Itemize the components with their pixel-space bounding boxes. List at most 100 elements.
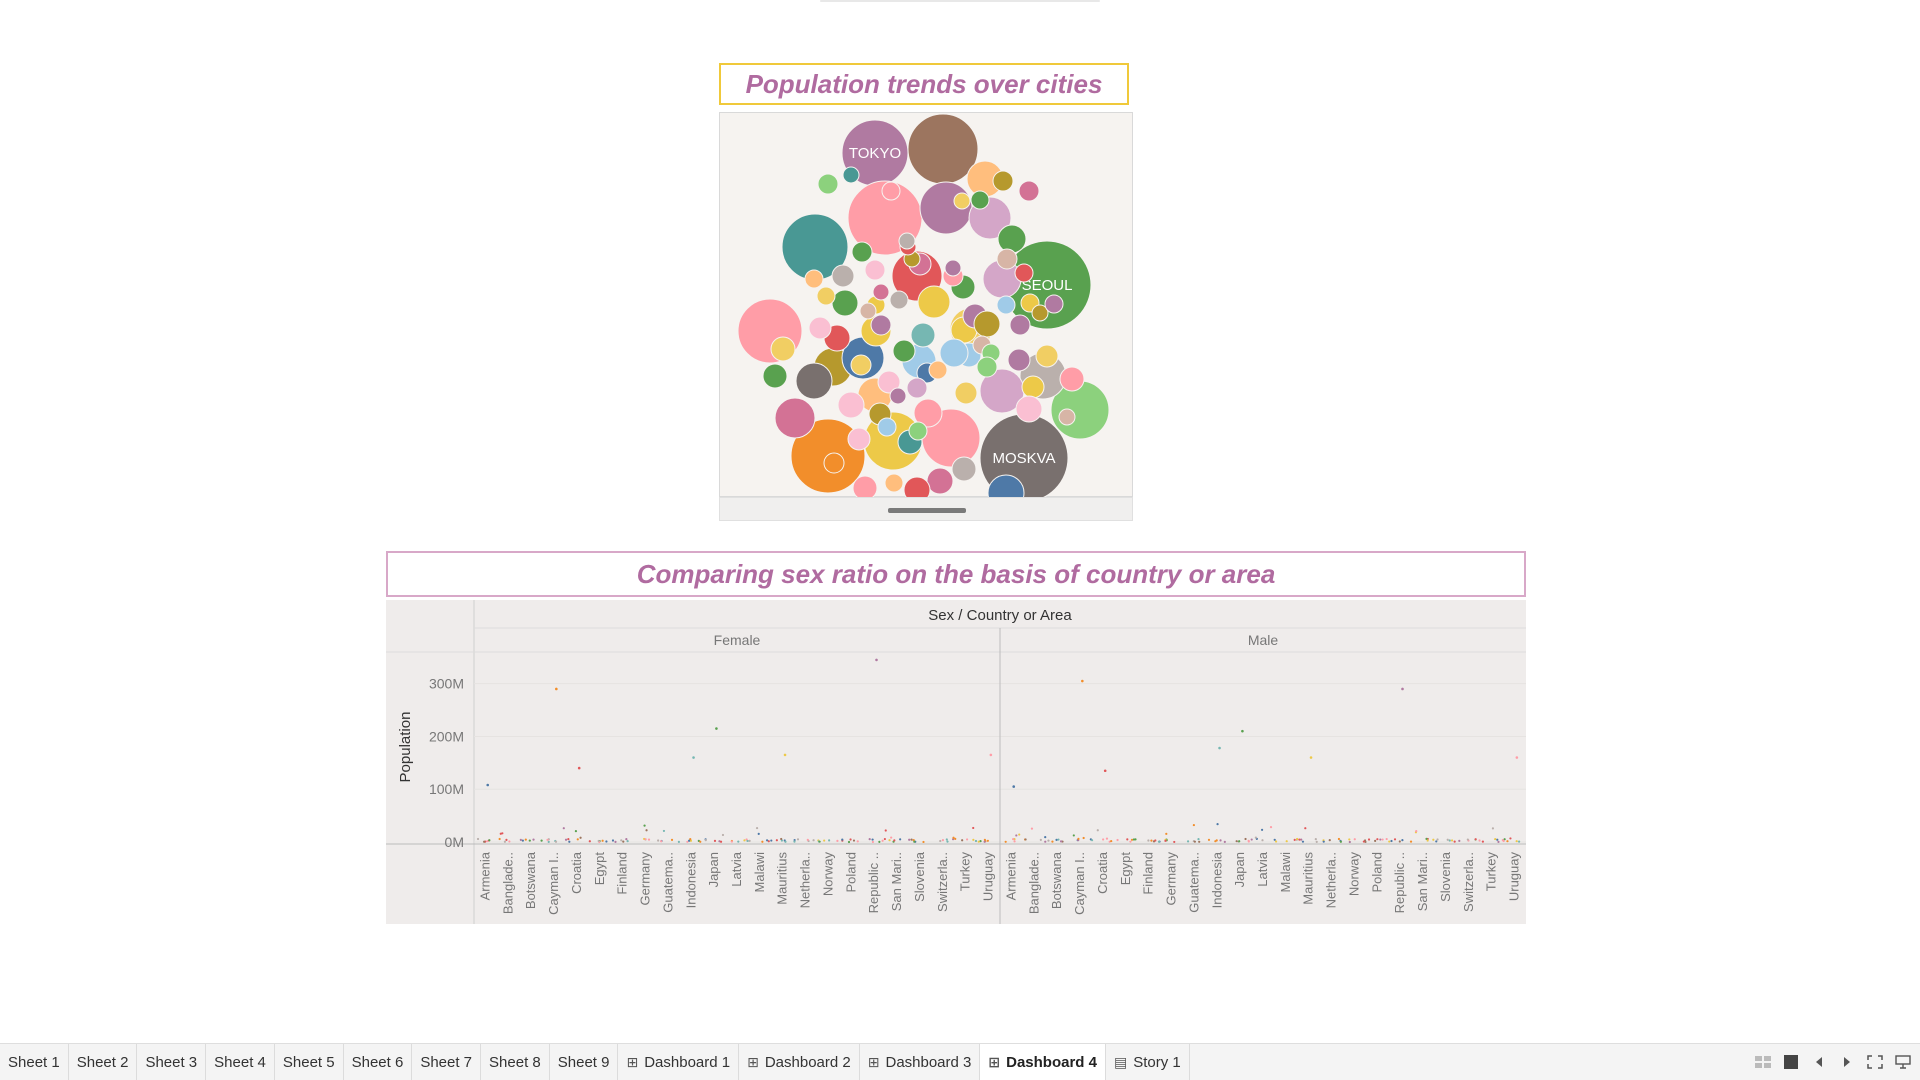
data-point[interactable]: [1044, 840, 1047, 843]
data-point[interactable]: [1503, 838, 1506, 841]
data-point[interactable]: [567, 838, 570, 841]
data-point[interactable]: [1432, 838, 1435, 841]
bubble[interactable]: [1058, 408, 1076, 426]
data-point[interactable]: [1481, 840, 1484, 843]
data-point[interactable]: [1077, 837, 1080, 841]
data-point[interactable]: [1398, 840, 1401, 843]
data-point[interactable]: [1198, 840, 1201, 843]
data-point[interactable]: [941, 839, 945, 842]
data-point[interactable]: [1515, 840, 1518, 843]
data-point[interactable]: [670, 838, 674, 841]
data-point[interactable]: [746, 839, 749, 843]
data-point[interactable]: [945, 838, 948, 841]
data-point[interactable]: [1072, 834, 1075, 837]
bubble[interactable]: [808, 316, 832, 340]
bubble[interactable]: [823, 452, 845, 474]
data-point-male[interactable]: [1218, 746, 1221, 750]
fullscreen-icon[interactable]: [1866, 1053, 1884, 1071]
data-point[interactable]: [908, 838, 911, 841]
bubble-chart-canvas[interactable]: TOKYO SEOUL MOSKVA: [720, 113, 1134, 498]
data-point[interactable]: [532, 838, 535, 841]
data-point[interactable]: [605, 840, 608, 843]
data-point[interactable]: [1494, 837, 1497, 841]
bubble[interactable]: [944, 259, 962, 277]
data-point-male[interactable]: [1012, 785, 1016, 788]
data-point[interactable]: [986, 839, 989, 842]
tab-sheet-2[interactable]: Sheet 2: [69, 1044, 138, 1080]
data-point[interactable]: [1164, 839, 1167, 842]
data-point-male[interactable]: [1515, 756, 1519, 759]
data-point[interactable]: [1154, 839, 1157, 842]
bubble[interactable]: [842, 166, 860, 184]
data-point[interactable]: [1385, 837, 1388, 841]
bubble[interactable]: [970, 190, 990, 210]
data-point[interactable]: [713, 839, 717, 843]
data-point[interactable]: [689, 838, 692, 841]
data-point[interactable]: [730, 840, 733, 843]
data-point[interactable]: [775, 839, 778, 842]
data-point[interactable]: [1157, 840, 1161, 843]
data-point[interactable]: [743, 839, 746, 842]
data-point[interactable]: [1047, 839, 1050, 842]
data-point[interactable]: [1296, 837, 1299, 841]
bubble[interactable]: [831, 289, 859, 317]
data-point[interactable]: [946, 840, 949, 843]
data-point[interactable]: [524, 838, 527, 841]
data-point[interactable]: [687, 839, 691, 842]
data-point[interactable]: [979, 840, 982, 843]
bubble[interactable]: [850, 354, 872, 376]
presentation-mode-icon[interactable]: [1894, 1053, 1912, 1071]
bubble[interactable]: [973, 310, 1001, 338]
data-point[interactable]: [890, 836, 893, 839]
bubble[interactable]: [1018, 180, 1040, 202]
data-point[interactable]: [660, 840, 663, 843]
data-point[interactable]: [812, 839, 815, 842]
data-point[interactable]: [488, 839, 491, 842]
tab-story-1[interactable]: ▤ Story 1: [1106, 1044, 1190, 1080]
data-point[interactable]: [972, 838, 975, 841]
data-point[interactable]: [818, 840, 821, 843]
data-point[interactable]: [1409, 840, 1413, 843]
tab-dashboard-3[interactable]: ⊞ Dashboard 3: [860, 1044, 981, 1080]
data-point[interactable]: [1425, 837, 1428, 840]
bubble[interactable]: [913, 398, 943, 428]
data-point[interactable]: [546, 838, 549, 841]
bubble[interactable]: [872, 283, 890, 301]
data-point[interactable]: [1223, 840, 1226, 844]
show-sheet-sorter-icon[interactable]: [1754, 1053, 1772, 1071]
data-point[interactable]: [884, 829, 887, 832]
data-point[interactable]: [910, 838, 913, 841]
data-point[interactable]: [1082, 836, 1085, 840]
data-point[interactable]: [508, 840, 511, 843]
data-point[interactable]: [961, 839, 964, 842]
data-point[interactable]: [881, 839, 884, 842]
data-point[interactable]: [1004, 840, 1007, 843]
bubble[interactable]: [851, 241, 873, 263]
data-point[interactable]: [836, 839, 839, 842]
bubble[interactable]: [997, 224, 1027, 254]
data-point[interactable]: [1381, 838, 1384, 841]
data-point[interactable]: [1474, 838, 1477, 841]
data-point[interactable]: [972, 826, 975, 830]
data-point[interactable]: [983, 840, 986, 843]
data-point[interactable]: [1250, 838, 1253, 841]
data-point[interactable]: [1018, 833, 1021, 836]
data-point[interactable]: [1415, 830, 1418, 833]
bubble[interactable]: [889, 387, 907, 405]
data-point[interactable]: [761, 840, 764, 843]
tab-sheet-7[interactable]: Sheet 7: [412, 1044, 482, 1080]
data-point[interactable]: [576, 838, 579, 841]
next-sheet-icon[interactable]: [1838, 1053, 1856, 1071]
bubble[interactable]: [898, 232, 916, 250]
data-point[interactable]: [1367, 838, 1371, 841]
data-point[interactable]: [1261, 839, 1264, 842]
data-point[interactable]: [899, 838, 902, 841]
data-point[interactable]: [625, 838, 628, 841]
bubble[interactable]: [837, 391, 865, 419]
data-point[interactable]: [1173, 840, 1176, 844]
data-point[interactable]: [579, 836, 582, 839]
bubble[interactable]: [859, 302, 877, 320]
data-point[interactable]: [1300, 838, 1303, 841]
data-point[interactable]: [1207, 838, 1211, 841]
data-point[interactable]: [564, 838, 568, 841]
